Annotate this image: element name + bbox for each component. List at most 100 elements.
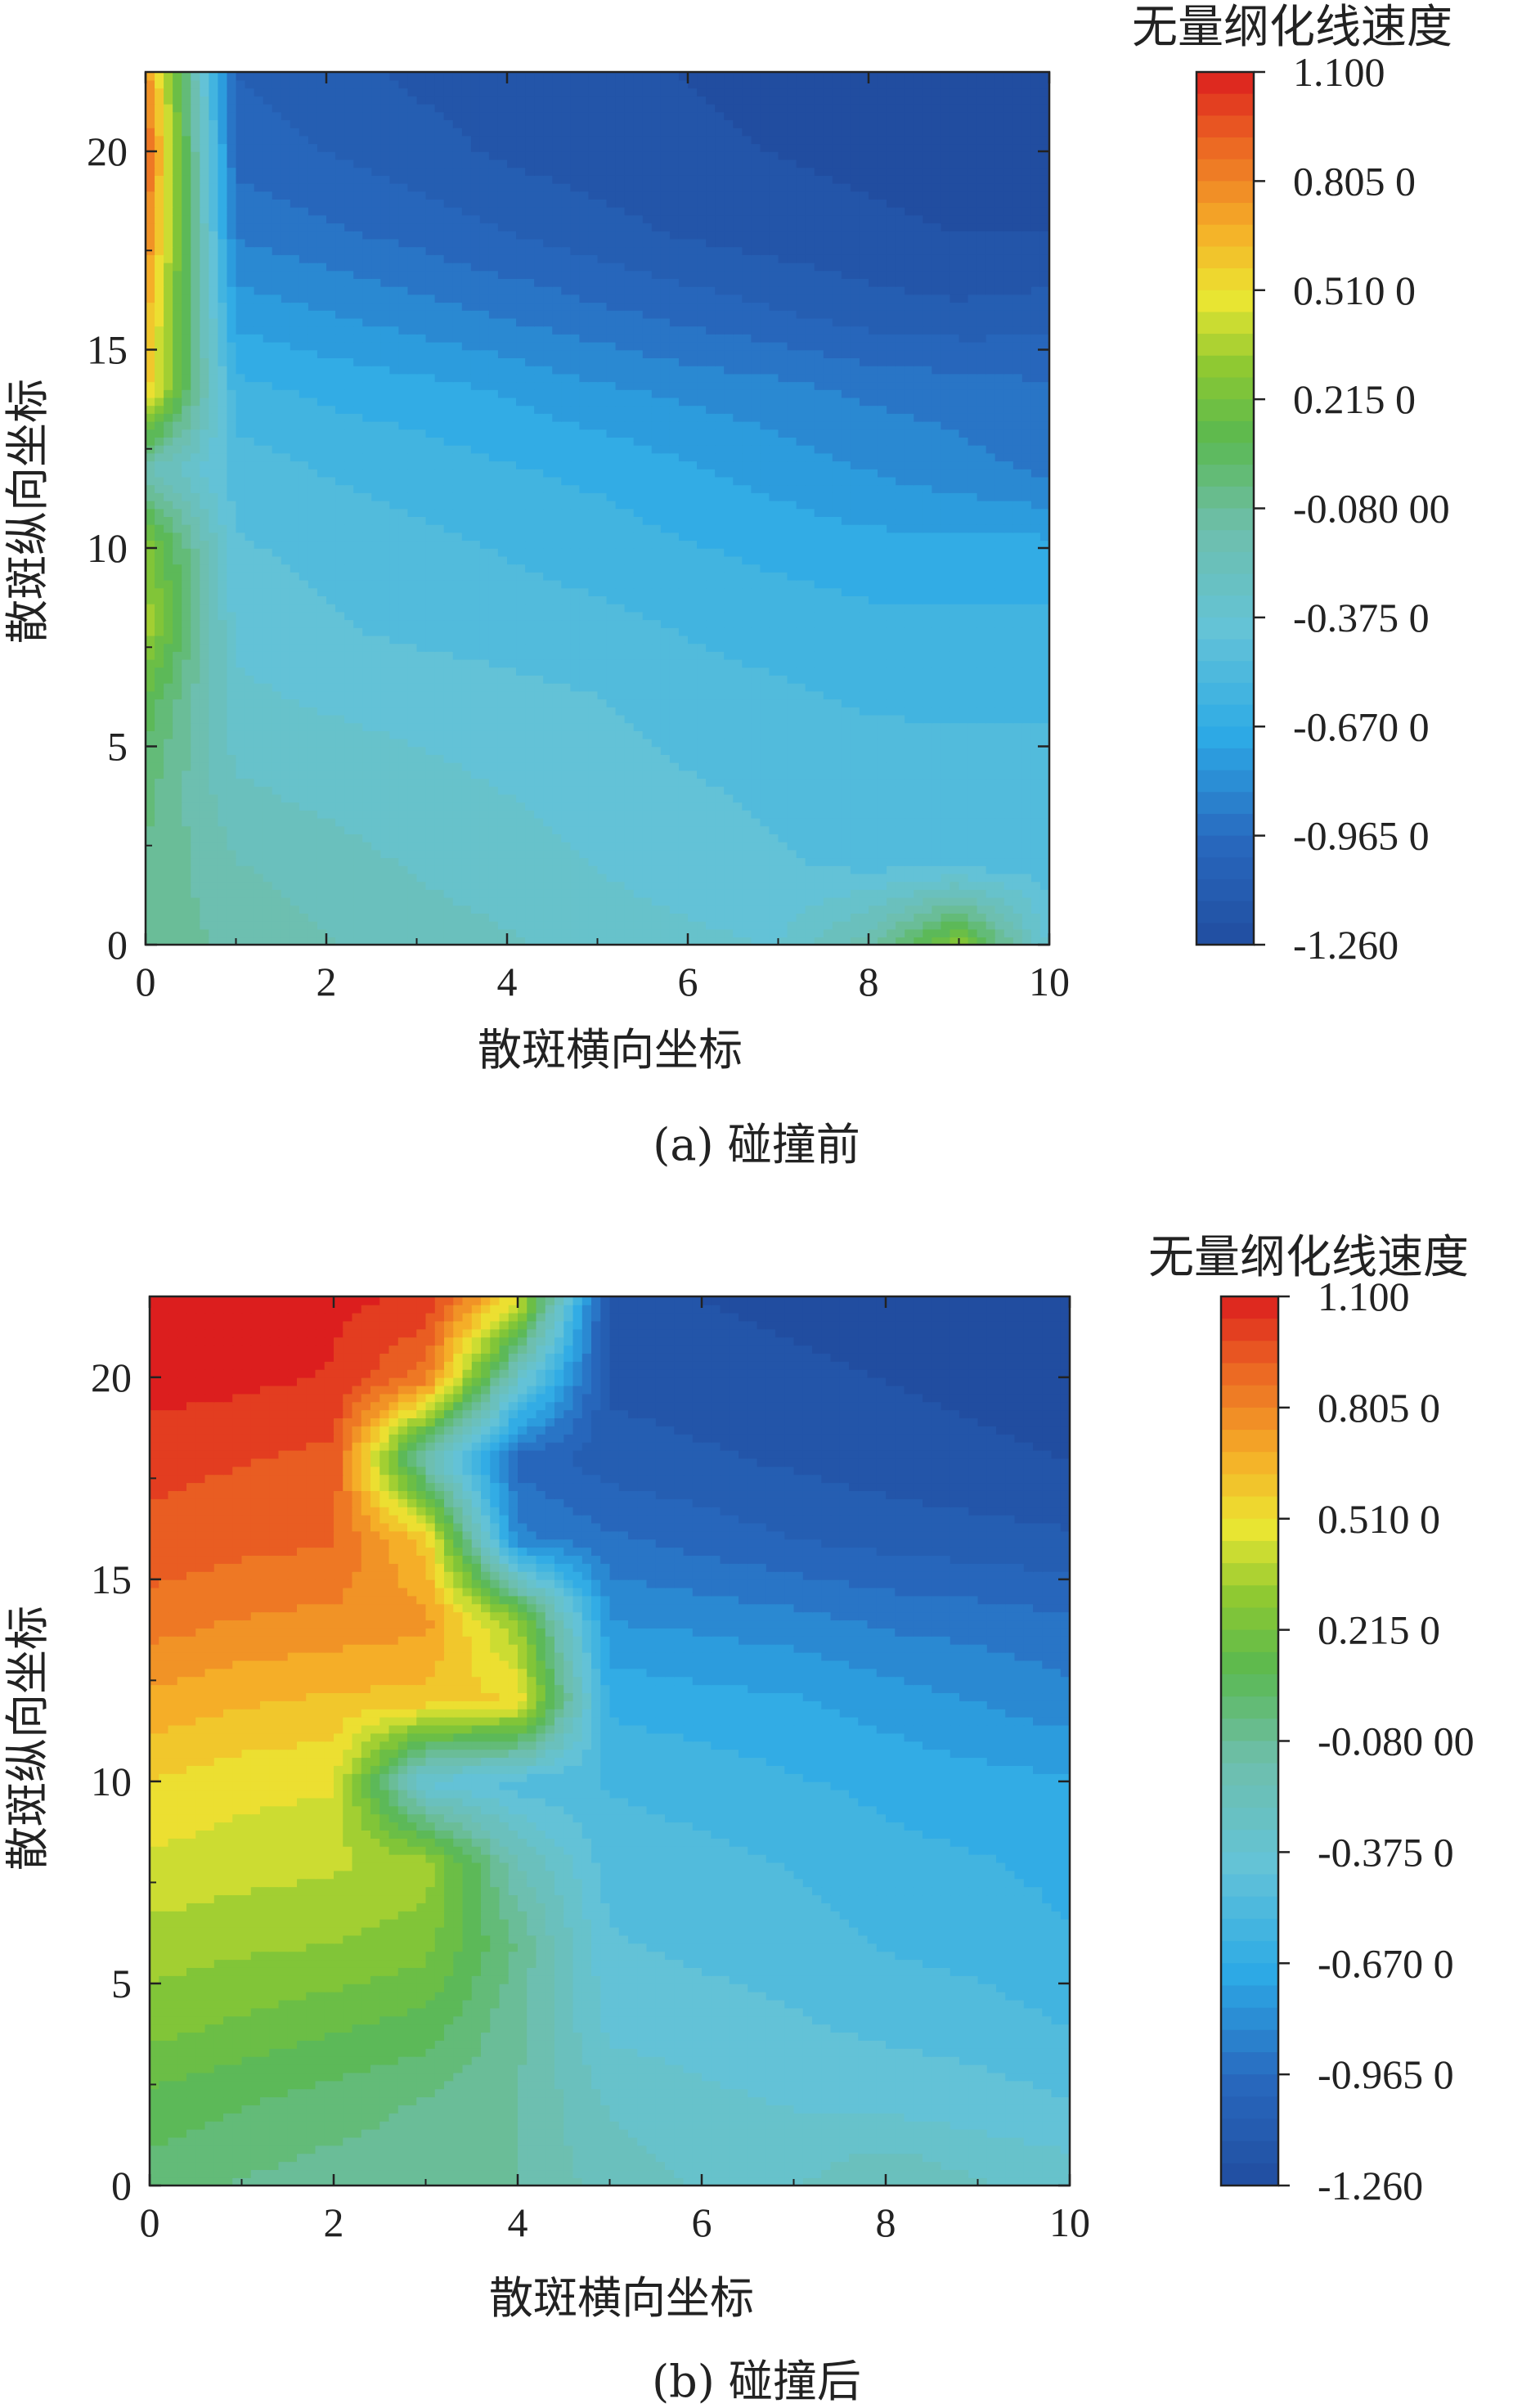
contour-cell xyxy=(570,841,581,851)
contour-cell xyxy=(850,841,860,851)
contour-cell xyxy=(624,738,635,748)
contour-cell xyxy=(751,603,761,613)
contour-cell xyxy=(905,572,915,581)
contour-cell xyxy=(470,786,481,795)
contour-cell xyxy=(579,865,590,874)
contour-cell xyxy=(209,690,219,700)
contour-cell xyxy=(209,564,219,573)
contour-cell xyxy=(959,857,969,866)
contour-cell xyxy=(742,658,752,668)
contour-cell xyxy=(624,881,635,890)
contour-cell xyxy=(299,572,309,581)
contour-cell xyxy=(606,643,617,652)
contour-cell xyxy=(642,619,653,628)
contour-cell xyxy=(173,817,182,827)
contour-cell xyxy=(606,810,617,819)
contour-cell xyxy=(994,658,1005,668)
contour-cell xyxy=(155,699,164,708)
contour-cell xyxy=(245,873,255,883)
contour-cell xyxy=(452,857,463,866)
contour-cell xyxy=(787,937,797,945)
contour-cell xyxy=(389,714,400,724)
contour-cell xyxy=(778,738,788,748)
contour-cell xyxy=(362,722,373,731)
contour-cell xyxy=(669,682,680,692)
contour-cell xyxy=(814,873,824,883)
contour-cell xyxy=(1012,793,1023,803)
contour-cell xyxy=(461,682,472,692)
contour-cell xyxy=(805,817,815,827)
contour-cell xyxy=(227,881,237,890)
contour-cell xyxy=(751,905,761,914)
contour-cell xyxy=(932,810,942,819)
contour-cell xyxy=(443,825,454,834)
contour-cell xyxy=(200,564,210,573)
contour-cell xyxy=(994,810,1005,819)
contour-cell xyxy=(994,905,1005,914)
contour-cell xyxy=(642,937,653,945)
contour-cell xyxy=(389,635,400,645)
contour-cell xyxy=(236,770,246,779)
contour-cell xyxy=(769,913,779,922)
contour-cell xyxy=(624,682,635,692)
contour-cell xyxy=(742,833,752,842)
contour-cell xyxy=(697,754,707,763)
contour-cell xyxy=(146,564,155,573)
contour-cell xyxy=(209,682,219,692)
contour-cell xyxy=(760,564,770,573)
contour-cell xyxy=(832,802,842,811)
contour-cell xyxy=(1030,802,1041,811)
contour-cell xyxy=(308,603,318,613)
contour-cell xyxy=(209,699,219,708)
contour-cell xyxy=(182,746,192,755)
contour-cell xyxy=(299,564,309,573)
contour-cell xyxy=(706,714,716,724)
contour-cell xyxy=(525,675,535,684)
contour-cell xyxy=(968,881,978,890)
contour-cell xyxy=(742,587,752,596)
contour-cell xyxy=(814,555,824,565)
contour-cell xyxy=(968,707,978,716)
contour-cell xyxy=(688,595,698,604)
contour-cell xyxy=(407,635,418,645)
contour-cell xyxy=(887,627,896,636)
contour-cell xyxy=(218,778,228,787)
contour-cell xyxy=(335,579,345,589)
contour-cell xyxy=(769,635,779,645)
contour-cell xyxy=(245,849,255,859)
contour-cell xyxy=(434,643,445,652)
contour-cell xyxy=(615,881,626,890)
contour-cell xyxy=(660,817,671,827)
contour-cell xyxy=(272,778,282,787)
contour-cell xyxy=(932,841,942,851)
contour-cell xyxy=(443,754,454,763)
contour-cell xyxy=(155,635,164,645)
contour-cell xyxy=(985,754,996,763)
contour-cell xyxy=(968,555,978,565)
contour-cell xyxy=(976,658,987,668)
contour-cell xyxy=(976,619,987,628)
contour-cell xyxy=(362,603,373,613)
contour-cell xyxy=(236,643,246,652)
contour-cell xyxy=(796,682,806,692)
contour-cell xyxy=(633,770,644,779)
contour-cell xyxy=(597,849,608,859)
contour-cell xyxy=(724,825,734,834)
contour-cell xyxy=(778,595,788,604)
contour-cell xyxy=(452,643,463,652)
contour-cell xyxy=(624,810,635,819)
contour-cell xyxy=(869,572,878,581)
contour-cell xyxy=(516,579,526,589)
contour-cell xyxy=(660,595,671,604)
contour-cell xyxy=(470,738,481,748)
contour-cell xyxy=(425,603,436,613)
contour-cell xyxy=(932,730,942,739)
contour-cell xyxy=(290,675,300,684)
contour-cell xyxy=(353,675,363,684)
contour-cell xyxy=(534,699,544,708)
contour-cell xyxy=(326,619,336,628)
contour-cell xyxy=(769,841,779,851)
contour-cell xyxy=(633,889,644,898)
contour-cell xyxy=(218,572,228,581)
contour-cell xyxy=(497,548,508,557)
